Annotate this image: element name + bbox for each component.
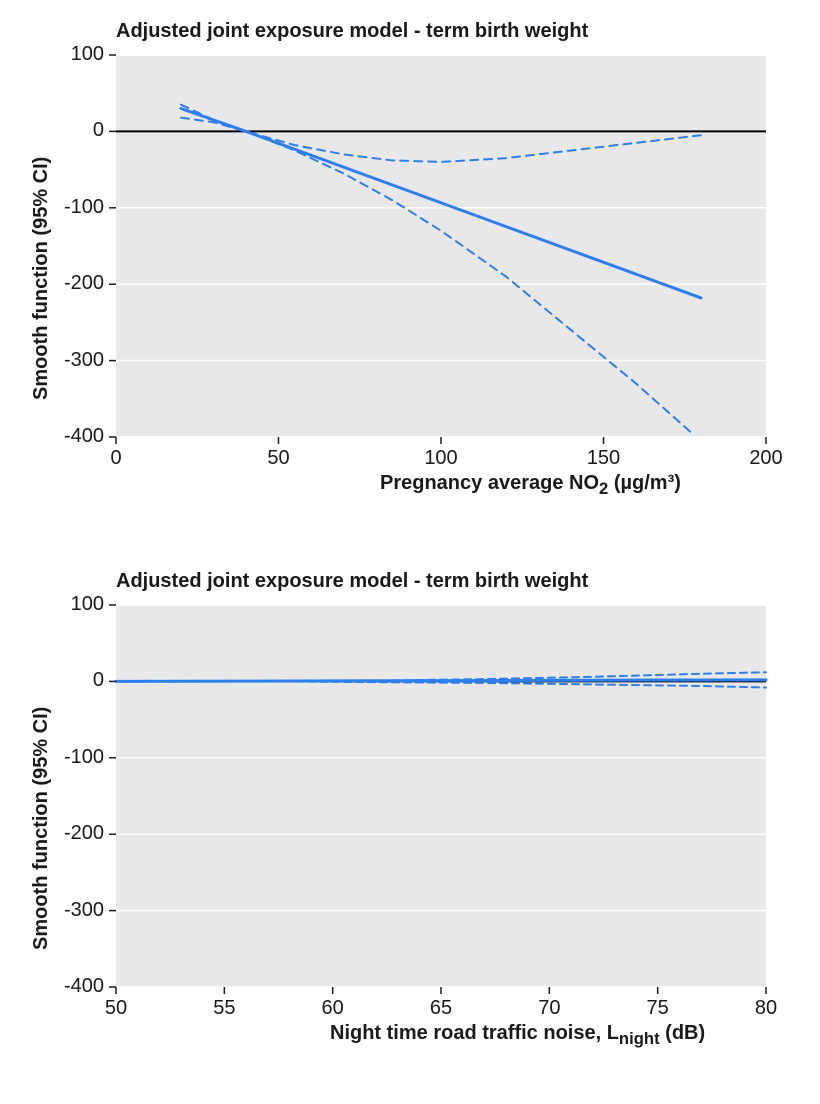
chart-svg [0, 560, 820, 1065]
y-tick-label: -200 [64, 272, 104, 295]
x-tick-label: 70 [524, 997, 574, 1020]
x-tick-label: 75 [633, 997, 683, 1020]
main-line [116, 680, 766, 682]
x-tick-label: 200 [741, 447, 791, 470]
chart-panel: Adjusted joint exposure model - term bir… [0, 560, 820, 1065]
chart-svg [0, 10, 820, 515]
y-tick-label: 100 [71, 43, 104, 66]
page: Adjusted joint exposure model - term bir… [0, 0, 820, 1104]
x-tick-label: 80 [741, 997, 791, 1020]
x-tick-label: 55 [199, 997, 249, 1020]
y-tick-label: -100 [64, 746, 104, 769]
chart-panel: Adjusted joint exposure model - term bir… [0, 10, 820, 515]
x-tick-label: 50 [91, 997, 141, 1020]
y-tick-label: 100 [71, 593, 104, 616]
y-tick-label: -300 [64, 349, 104, 372]
y-tick-label: 0 [93, 119, 104, 142]
y-tick-label: -200 [64, 822, 104, 845]
x-tick-label: 0 [91, 447, 141, 470]
x-tick-label: 60 [308, 997, 358, 1020]
y-tick-label: -300 [64, 899, 104, 922]
y-tick-label: -100 [64, 196, 104, 219]
x-tick-label: 150 [579, 447, 629, 470]
plot-background [116, 55, 766, 437]
y-tick-label: -400 [64, 975, 104, 998]
plot-background [116, 605, 766, 987]
x-tick-label: 50 [254, 447, 304, 470]
y-tick-label: 0 [93, 669, 104, 692]
x-tick-label: 65 [416, 997, 466, 1020]
x-tick-label: 100 [416, 447, 466, 470]
y-tick-label: -400 [64, 425, 104, 448]
